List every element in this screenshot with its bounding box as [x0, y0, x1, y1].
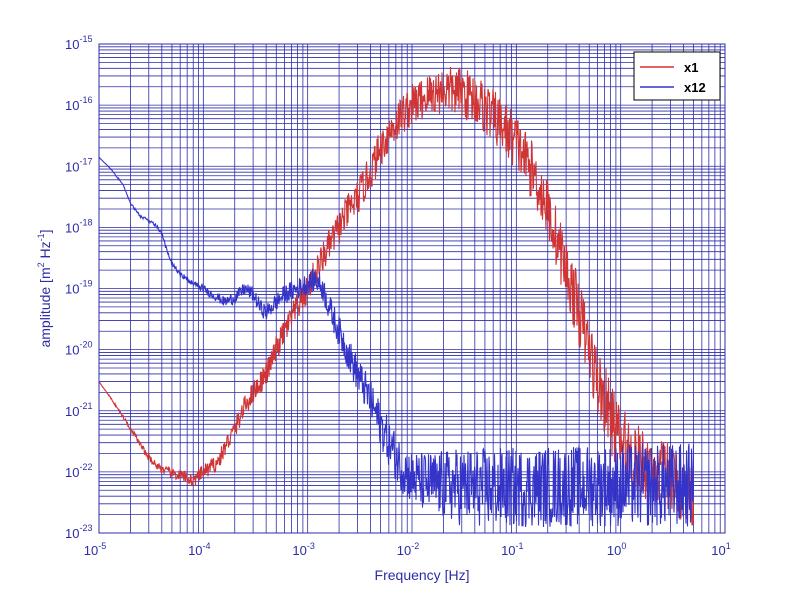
x-tick-label: 10-4 [188, 541, 210, 558]
legend-box [633, 51, 721, 101]
x-tick-label: 10-3 [292, 541, 314, 558]
legend-label-x12: x12 [684, 80, 706, 95]
tick-layer: 10-5 10-4 10-3 10-2 10-1 100 101 10-15 10-16 10-1… [65, 34, 731, 558]
x-tick-label: 10-2 [397, 541, 419, 558]
x-axis-label: Frequency [Hz] [375, 567, 470, 583]
y-tick-label: 10-17 [65, 156, 92, 174]
y-tick-label: 10-23 [65, 523, 92, 541]
x-tick-label: 10-5 [84, 541, 106, 558]
x-tick-label: 10-1 [501, 541, 523, 558]
plot-border [98, 43, 726, 534]
series-line-x12 [98, 156, 695, 528]
y-tick-label: 10-22 [65, 462, 92, 480]
y-tick-label: 10-16 [65, 95, 92, 113]
series-layer [98, 66, 695, 528]
series-line-x1 [98, 66, 695, 526]
y-tick-label: 10-20 [65, 340, 92, 358]
x-tick-label: 101 [711, 541, 730, 558]
y-tick-label: 10-21 [65, 401, 92, 419]
y-tick-label: 10-18 [65, 217, 92, 235]
y-axis-label: amplitude [m2 Hz-1] [36, 229, 53, 347]
legend-label-x1: x1 [684, 60, 698, 75]
x-tick-label: 100 [607, 541, 626, 558]
y-tick-label: 10-19 [65, 279, 92, 297]
y-tick-label: 10-15 [65, 34, 92, 52]
